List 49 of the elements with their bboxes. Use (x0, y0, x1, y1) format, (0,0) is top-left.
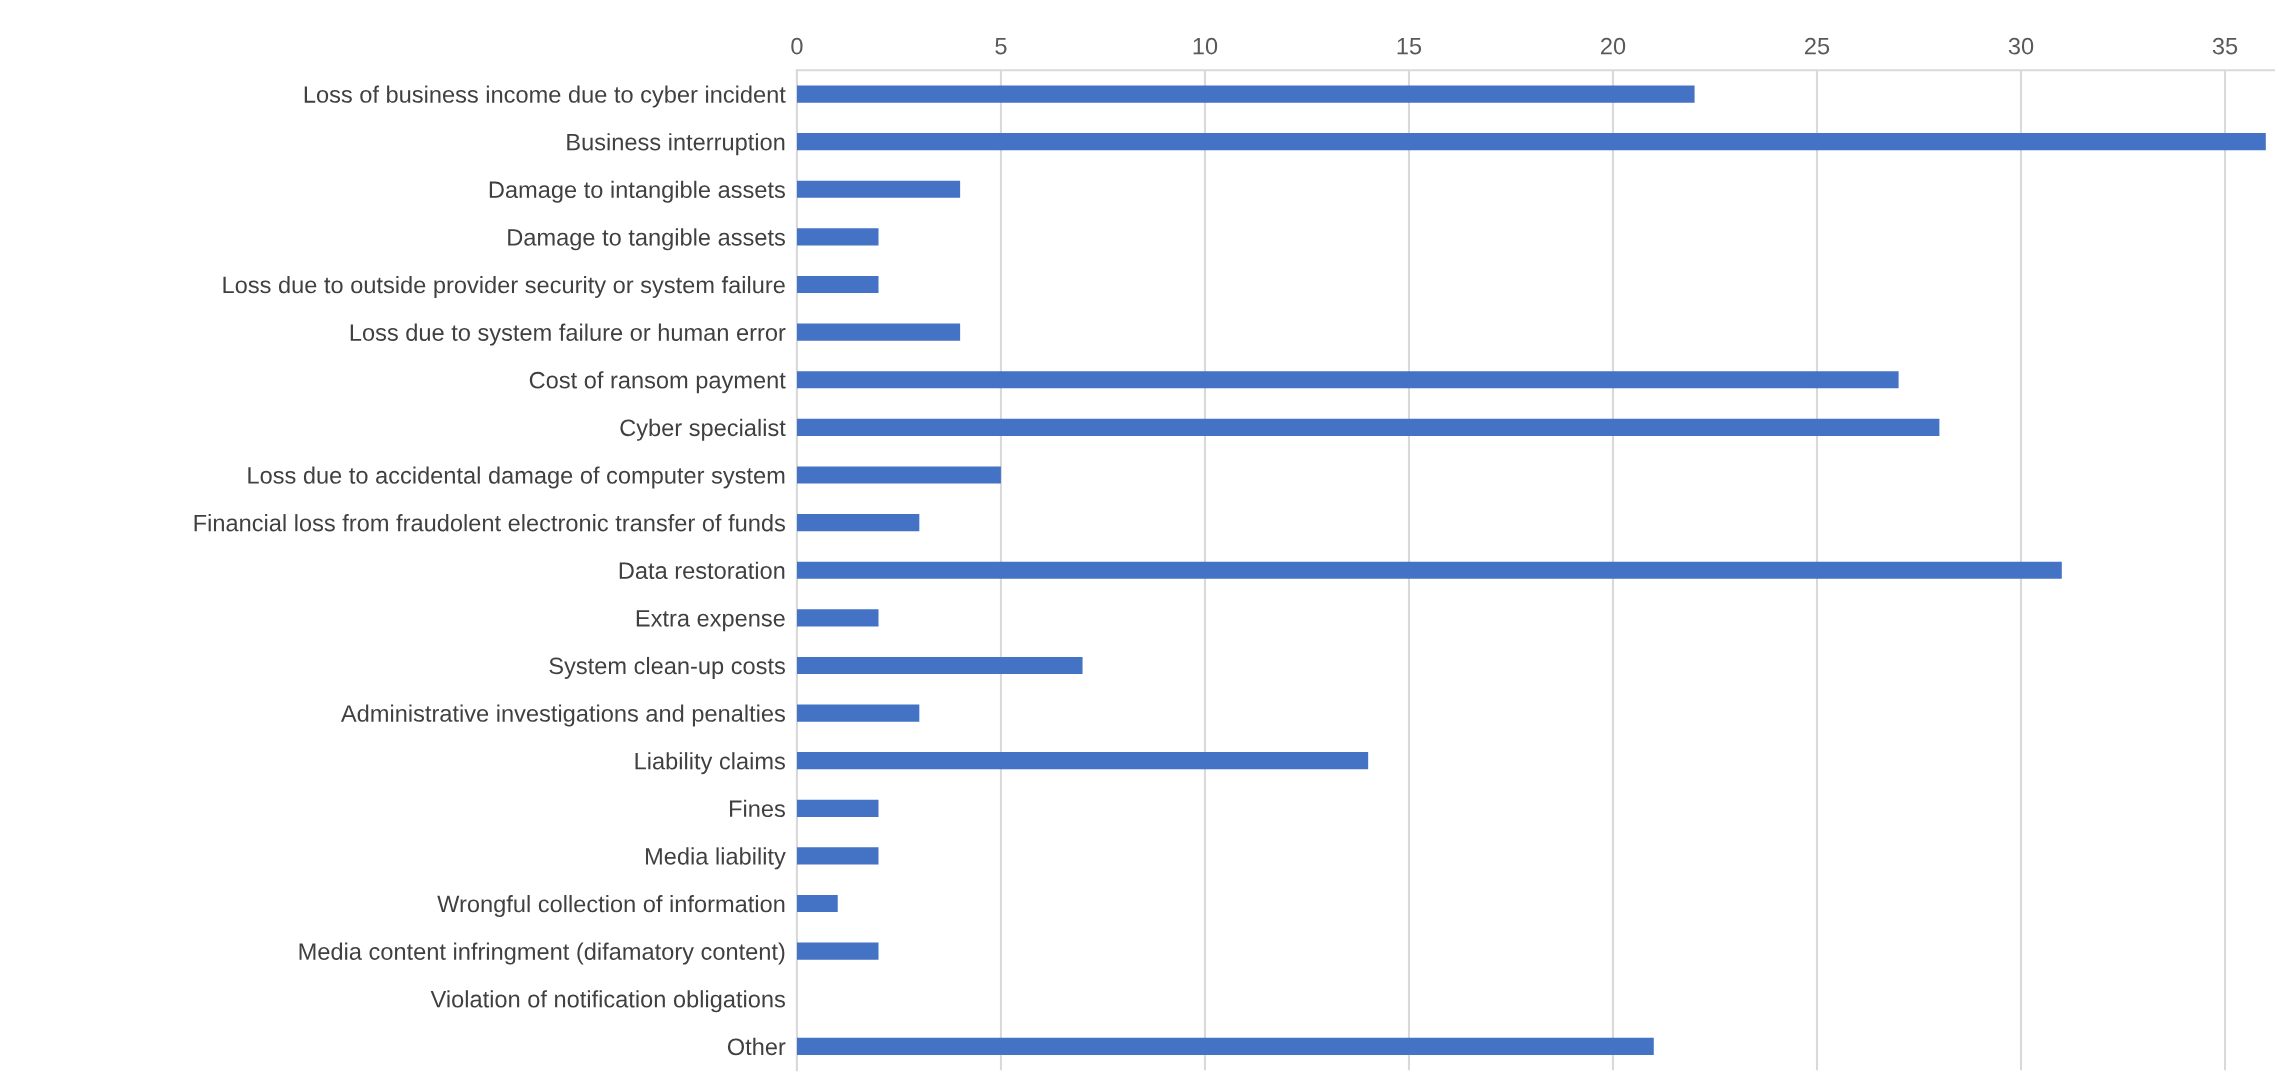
x-tick-label: 15 (1397, 38, 1422, 55)
bar (796, 418, 1940, 436)
y-tick-label: Loss due to accidental damage of computer system (248, 466, 785, 489)
y-tick-label: Loss due to outside provider security or system failure (223, 275, 785, 298)
x-tick-label: 30 (2008, 37, 2034, 55)
bar (796, 1037, 1654, 1055)
y-tick-label: Loss of business income due to cyber incident (304, 85, 786, 108)
y-tick-label: Media liability (646, 847, 786, 870)
x-tick-label: 25 (1805, 37, 1830, 55)
bar (796, 704, 920, 722)
x-tick-label: 0 (791, 37, 803, 55)
x-tick-label: 20 (1601, 37, 1626, 55)
bar (796, 799, 879, 817)
y-tick-label: Business interruption (567, 133, 785, 156)
bar (796, 371, 1899, 389)
y-tick-label: Liability claims (635, 752, 785, 775)
y-tick-label: Cyber specialist (620, 418, 786, 441)
bar (796, 514, 920, 532)
y-tick-label: Damage to tangible assets (508, 228, 785, 251)
x-tick-label: 5 (995, 38, 1007, 55)
bar (796, 609, 879, 627)
y-tick-label: Damage to intangible assets (489, 180, 785, 203)
bar (796, 942, 879, 960)
y-tick-label: Violation of notification obligations (430, 990, 785, 1013)
bar (796, 656, 1083, 675)
y-tick-label: Wrongful collection of information (437, 894, 785, 917)
bar (796, 466, 1001, 484)
y-tick-label: Loss due to system failure or human error (350, 323, 786, 346)
bar (796, 323, 961, 341)
y-tick-label: Administrative investigations and penalties (340, 704, 785, 727)
bar (796, 85, 1695, 103)
bar (796, 133, 2266, 151)
y-tick-label: Financial loss from fraudolent electronic transfer of funds (194, 514, 785, 532)
y-tick-label: Fines (730, 799, 785, 818)
bar (796, 228, 879, 246)
y-tick-label: Media content infringment (difamatory content) (299, 942, 785, 965)
bar (796, 847, 879, 865)
bar (796, 275, 879, 294)
y-tick-label: System clean-up costs (549, 656, 785, 679)
bar (796, 180, 961, 198)
x-tick-label: 10 (1193, 37, 1218, 55)
bar (796, 894, 838, 913)
y-tick-label: Other (727, 1037, 786, 1056)
y-tick-label: Data restoration (619, 561, 785, 580)
bar (796, 752, 1369, 770)
bar (796, 561, 2062, 579)
y-tick-label: Extra expense (636, 610, 785, 632)
y-tick-label: Cost of ransom payment (529, 371, 786, 394)
x-tick-label: 35 (2212, 37, 2238, 55)
